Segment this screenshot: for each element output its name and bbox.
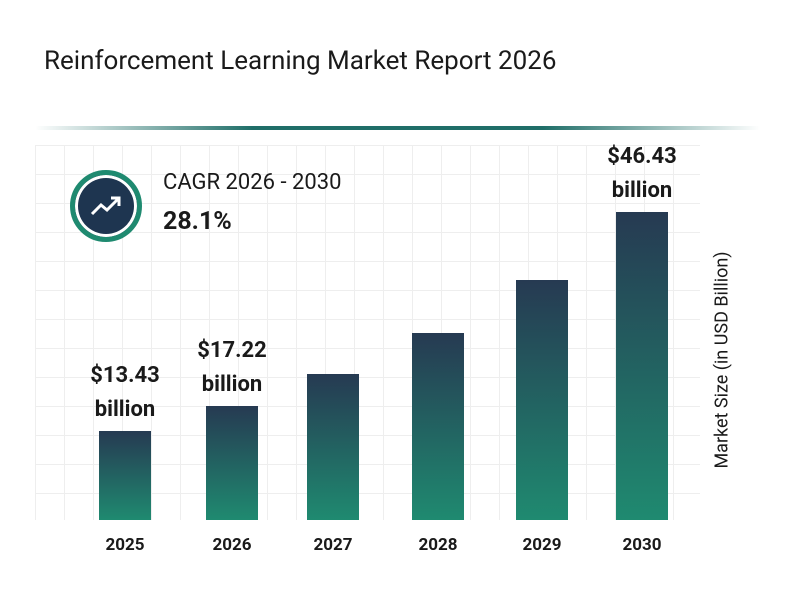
x-tick-label: 2025: [105, 535, 145, 555]
cagr-value: 28.1%: [163, 207, 232, 236]
trend-arrow: [90, 196, 121, 216]
y-axis-label: Market Size (in USD Billion): [711, 251, 733, 469]
chart-title: Reinforcement Learning Market Report 202…: [44, 46, 557, 76]
x-tick-label: 2028: [418, 535, 458, 555]
x-tick-label: 2027: [313, 535, 353, 555]
x-tick-label: 2030: [622, 535, 662, 555]
bar: [516, 279, 568, 520]
x-tick-label: 2026: [212, 535, 252, 555]
value-label: $13.43 billion: [90, 362, 160, 422]
bar: [307, 373, 359, 520]
cagr-icon: [70, 170, 142, 242]
bar: [206, 405, 258, 520]
bar: [412, 332, 464, 520]
value-label: $46.43 billion: [607, 144, 677, 203]
bar: [99, 430, 151, 520]
value-label: $17.22 billion: [197, 337, 267, 397]
divider: [35, 126, 760, 130]
bar: [616, 212, 668, 520]
cagr-label: CAGR 2026 - 2030: [163, 170, 342, 195]
x-tick-label: 2029: [522, 535, 562, 555]
